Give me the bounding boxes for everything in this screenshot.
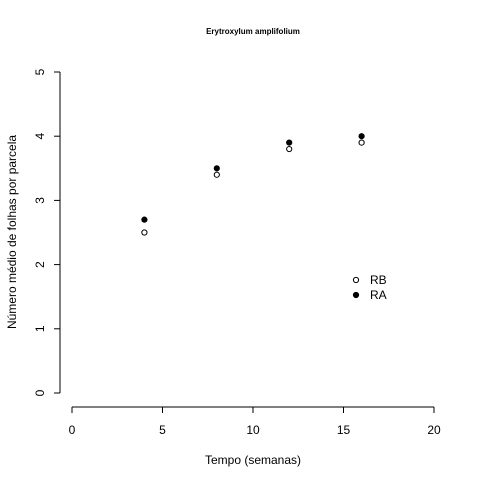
point-ra [358, 133, 365, 140]
x-tick-label: 10 [246, 423, 260, 437]
y-axis: 0 1 2 3 4 5 [33, 68, 61, 396]
x-tick-label: 20 [427, 423, 441, 437]
point-rb [213, 171, 220, 178]
legend-label-rb: RB [370, 273, 387, 287]
x-tick-label: 15 [337, 423, 351, 437]
y-tick-label: 0 [33, 389, 47, 396]
y-axis-label: Número médio de folhas por parcela [5, 135, 19, 329]
point-ra [141, 216, 148, 223]
x-tick-label: 5 [159, 423, 166, 437]
y-tick-label: 1 [33, 325, 47, 332]
y-tick-label: 2 [33, 261, 47, 268]
point-rb [358, 139, 365, 146]
chart-title: Erytroxylum amplifolium [206, 27, 300, 36]
point-rb [141, 229, 148, 236]
point-rb [286, 145, 293, 153]
x-tick-label: 0 [69, 423, 76, 437]
data-points [141, 133, 365, 236]
point-ra [213, 165, 220, 172]
y-tick-label: 4 [33, 133, 47, 140]
x-axis-label: Tempo (semanas) [205, 453, 301, 467]
x-axis: 0 5 10 15 20 [69, 406, 441, 437]
point-ra [286, 139, 293, 146]
y-tick-label: 5 [33, 68, 47, 75]
legend-label-ra: RA [370, 288, 387, 302]
legend-marker-ra [352, 291, 360, 299]
y-tick-label: 3 [33, 197, 47, 204]
legend-marker-rb [352, 276, 360, 284]
